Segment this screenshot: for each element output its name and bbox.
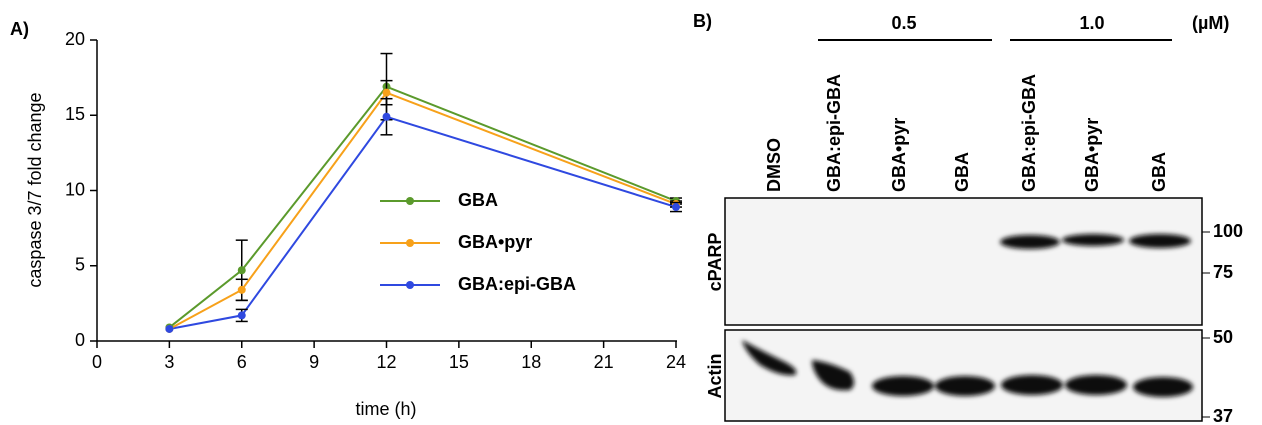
y-axis-label: caspase 3/7 fold change <box>25 92 45 287</box>
legend-label: GBA:epi-GBA <box>458 274 576 294</box>
legend-marker <box>406 239 414 247</box>
point <box>672 203 680 211</box>
point <box>238 266 246 274</box>
band <box>872 376 934 396</box>
y-tick-label: 10 <box>65 179 85 199</box>
point <box>238 311 246 319</box>
point <box>383 89 391 97</box>
band <box>1000 235 1060 249</box>
lane-label: DMSO <box>764 138 784 192</box>
lane-label: GBA•pyr <box>1082 118 1102 192</box>
band <box>1129 234 1191 248</box>
y-tick-label: 0 <box>75 330 85 350</box>
lane-label: GBA:epi-GBA <box>1019 74 1039 192</box>
x-tick-label: 0 <box>92 352 102 372</box>
lane-label: GBA <box>952 152 972 192</box>
x-tick-label: 18 <box>521 352 541 372</box>
x-tick-label: 12 <box>376 352 396 372</box>
band <box>935 376 995 396</box>
conc-label: 1.0 <box>1079 13 1104 33</box>
point <box>165 325 173 333</box>
legend-marker <box>406 281 414 289</box>
panel-label: A) <box>10 19 29 39</box>
panel-label: B) <box>693 11 712 31</box>
band <box>1062 234 1124 246</box>
x-tick-label: 24 <box>666 352 686 372</box>
marker-label: 100 <box>1213 221 1243 241</box>
series-line <box>169 117 676 329</box>
x-tick-label: 21 <box>594 352 614 372</box>
lane-label: GBA:epi-GBA <box>824 74 844 192</box>
row-label: Actin <box>705 354 725 399</box>
lane-label: GBA <box>1149 152 1169 192</box>
x-axis-label: time (h) <box>355 399 416 419</box>
marker-label: 75 <box>1213 262 1233 282</box>
point <box>238 286 246 294</box>
point <box>383 113 391 121</box>
x-tick-label: 6 <box>237 352 247 372</box>
blot-panel <box>725 198 1202 325</box>
band <box>1133 377 1193 397</box>
conc-label: 0.5 <box>891 13 916 33</box>
y-tick-label: 20 <box>65 29 85 49</box>
x-tick-label: 9 <box>309 352 319 372</box>
x-tick-label: 3 <box>164 352 174 372</box>
band <box>1065 375 1127 395</box>
row-label: cPARP <box>705 233 725 292</box>
marker-label: 37 <box>1213 406 1233 425</box>
legend-label: GBA <box>458 190 498 210</box>
y-tick-label: 5 <box>75 255 85 275</box>
figure: A) time (h) caspase 3/7 fold change B) 0… <box>0 0 1262 425</box>
lane-label: GBA•pyr <box>889 118 909 192</box>
x-tick-label: 15 <box>449 352 469 372</box>
blot-panel <box>725 330 1202 421</box>
legend-marker <box>406 197 414 205</box>
marker-label: 50 <box>1213 327 1233 347</box>
y-tick-label: 15 <box>65 104 85 124</box>
unit-label: (µM) <box>1192 13 1229 33</box>
band <box>1001 375 1063 395</box>
legend-label: GBA•pyr <box>458 232 532 252</box>
